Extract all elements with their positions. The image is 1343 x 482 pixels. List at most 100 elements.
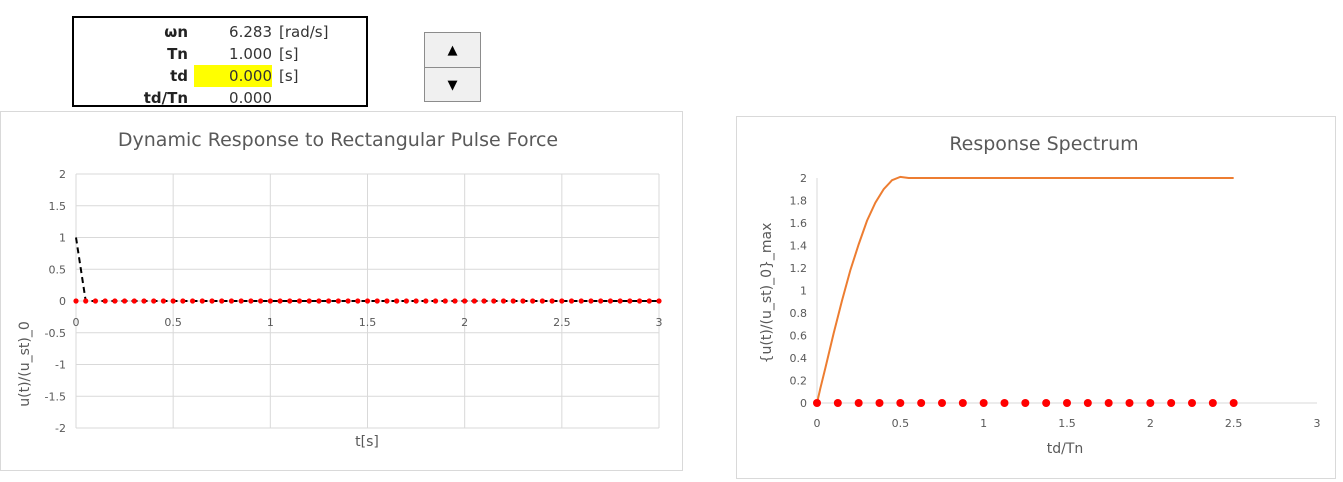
data-point (568, 298, 575, 304)
data-point (549, 298, 555, 304)
data-point (833, 399, 842, 407)
x-tick-label: 1 (980, 417, 987, 430)
data-point (896, 399, 905, 407)
y-tick-label: 0.4 (790, 352, 808, 365)
data-point (1125, 399, 1134, 407)
spin-button[interactable]: ▲ ▼ (424, 32, 481, 102)
data-point (199, 298, 205, 304)
data-point (73, 298, 79, 304)
y-tick-label: -1 (55, 359, 66, 372)
data-point (209, 298, 215, 304)
data-point (258, 298, 264, 304)
x-tick-label: 0.5 (164, 316, 182, 329)
y-tick-label: 1 (59, 232, 66, 245)
spin-down-button[interactable]: ▼ (425, 68, 480, 102)
x-tick-label: 0 (73, 316, 80, 329)
y-tick-label: 1.4 (790, 240, 808, 253)
data-point (656, 298, 662, 304)
x-tick-label: 2.5 (1225, 417, 1243, 430)
param-label: ωn (164, 23, 188, 41)
y-tick-label: 1.5 (49, 200, 67, 213)
data-point (112, 298, 118, 304)
param-value[interactable]: 1.000 (229, 45, 272, 63)
x-axis-label: td/Tn (1047, 441, 1084, 457)
x-tick-label: 1.5 (1058, 417, 1076, 430)
data-point (617, 298, 623, 304)
data-point (248, 298, 254, 304)
data-point (462, 298, 468, 304)
data-point (151, 298, 157, 304)
data-point (160, 298, 167, 304)
spin-up-button[interactable]: ▲ (425, 33, 480, 68)
data-point (384, 298, 390, 304)
data-point (374, 298, 380, 304)
data-point (958, 399, 967, 407)
response-spectrum-plot: Response Spectrum td/Tn {u(t)/(u_st)_0}_… (759, 133, 1321, 457)
param-row-td-tn: td/Tn 0.000 (74, 87, 366, 109)
data-point (335, 298, 341, 304)
data-point (403, 298, 409, 304)
data-point (141, 298, 147, 304)
data-point (228, 298, 235, 304)
y-tick-label: -0.5 (45, 327, 66, 340)
y-axis-label: {u(t)/(u_st)_0}_max (759, 223, 775, 364)
triangle-down-icon: ▼ (447, 77, 458, 93)
data-point (1063, 399, 1071, 407)
data-point (1167, 399, 1176, 407)
response-spectrum-chart[interactable]: Response Spectrum td/Tn {u(t)/(u_st)_0}_… (736, 116, 1336, 479)
data-point (1083, 399, 1092, 407)
y-tick-label: 0 (800, 397, 807, 410)
data-point (92, 298, 99, 304)
data-point (432, 298, 439, 304)
data-point (530, 298, 536, 304)
chart-title: Dynamic Response to Rectangular Pulse Fo… (118, 129, 558, 151)
y-tick-label: 1.8 (790, 195, 808, 208)
data-point (345, 298, 351, 304)
data-point (316, 298, 322, 304)
data-point (588, 298, 594, 304)
dynamic-response-chart[interactable]: Dynamic Response to Rectangular Pulse Fo… (0, 111, 683, 471)
spectrum-curve (816, 175, 1234, 404)
data-point (394, 298, 400, 304)
data-point (1000, 399, 1009, 407)
y-tick-label: -1.5 (45, 390, 66, 403)
param-unit: [rad/s] (279, 23, 329, 41)
y-tick-label: 2 (59, 168, 66, 181)
data-point (1188, 399, 1196, 407)
data-point (219, 298, 225, 304)
data-point (500, 298, 507, 304)
y-tick-label: 0.5 (49, 263, 67, 276)
data-point (442, 298, 448, 304)
y-tick-label: 2 (800, 172, 807, 185)
data-point (607, 298, 614, 304)
data-point (1208, 399, 1217, 407)
data-point (1104, 399, 1113, 407)
x-tick-label: 3 (1314, 417, 1321, 430)
data-point (813, 399, 821, 407)
data-point (627, 298, 633, 304)
x-axis-label: t[s] (355, 434, 379, 450)
data-point (306, 298, 312, 304)
data-point (296, 298, 303, 304)
data-point (491, 298, 497, 304)
parameter-table: ωn 6.283 [rad/s] Tn 1.000 [s] td 0.000 [… (72, 16, 368, 107)
param-label: td/Tn (143, 89, 188, 107)
data-point (170, 298, 176, 304)
x-tick-label: 0 (814, 417, 821, 430)
y-tick-label: -2 (55, 422, 66, 435)
data-point (131, 298, 137, 304)
param-label: td (170, 67, 188, 85)
data-point (1021, 399, 1030, 407)
data-point (355, 298, 361, 304)
param-value[interactable]: 6.283 (229, 23, 272, 41)
data-point (539, 298, 546, 304)
td-input-cell[interactable]: 0.000 (194, 65, 272, 87)
x-tick-label: 2 (1147, 417, 1154, 430)
data-point (559, 298, 565, 304)
y-tick-label: 0.2 (790, 375, 808, 388)
data-point (326, 298, 332, 304)
y-tick-label: 1.6 (790, 217, 808, 230)
y-tick-label: 1 (800, 285, 807, 298)
y-axis-label: u(t)/(u_st)_0 (17, 321, 33, 407)
data-point (83, 298, 89, 304)
